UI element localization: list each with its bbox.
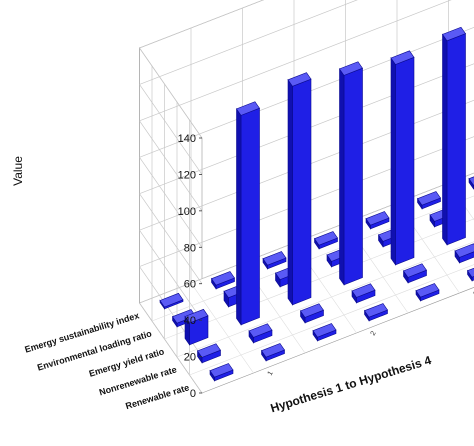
y-tick-label: 120 — [178, 169, 196, 181]
x-tick-label: 2 — [370, 330, 378, 337]
bar-side-face — [288, 80, 293, 305]
bar-front-face — [447, 34, 466, 245]
bar-front-face — [344, 68, 363, 285]
x-axis-title: Hypothesis 1 to Hypothesis 4 — [269, 353, 433, 415]
y-tick-label: 0 — [190, 388, 196, 400]
y-tick-label: 60 — [184, 279, 196, 291]
y-axis-title: Value — [11, 156, 25, 186]
category-label: Emergy sustainability index — [24, 310, 141, 354]
y-tick-label: 80 — [184, 242, 196, 254]
bar-front-face — [293, 79, 312, 305]
y-tick-label: 40 — [184, 315, 196, 327]
bar-side-face — [237, 109, 242, 325]
bar-side-face — [391, 58, 396, 265]
y-tick-label: 20 — [184, 352, 196, 364]
x-tick-label: 1 — [267, 370, 275, 377]
bar-front-face — [241, 108, 260, 325]
y-tick-label: 100 — [178, 206, 196, 218]
bar-side-face — [340, 69, 345, 285]
y-tick-label: 140 — [178, 133, 196, 145]
bar-front-face — [396, 57, 415, 264]
bar-side-face — [443, 34, 448, 244]
